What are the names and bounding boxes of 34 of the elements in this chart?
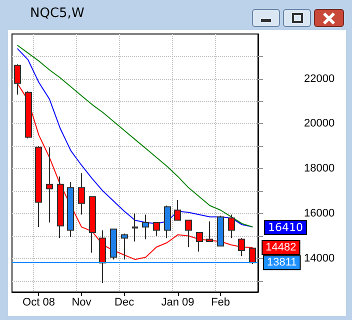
x-tick-label: Jan 09: [161, 296, 194, 308]
candlestick: [110, 228, 117, 260]
candlestick: [35, 146, 42, 228]
candlestick: [142, 214, 149, 240]
candlestick: [132, 212, 138, 242]
ref-line-label: 13811: [267, 256, 297, 269]
x-tick-label: Oct 08: [22, 296, 55, 308]
candlestick: [217, 215, 224, 247]
x-tick-label: Dec: [114, 296, 135, 308]
y-tick-label: 20000: [304, 118, 335, 130]
candlestick: [206, 220, 213, 242]
y-tick-label: 14000: [304, 252, 335, 264]
data-label: 14482: [266, 242, 296, 254]
text: 16410: [268, 220, 303, 234]
x-tick-label: Nov: [72, 296, 92, 308]
candlestick: [185, 220, 192, 248]
y-tick-label: 16000: [304, 207, 335, 220]
y-tick-label: 18000: [304, 162, 335, 175]
candlestick: [196, 232, 203, 252]
candlestick: [89, 196, 96, 254]
candlestick: [121, 233, 128, 260]
candlestick: [238, 238, 245, 257]
candlestick: [174, 200, 181, 221]
x-tick-label: Feb: [211, 296, 230, 308]
candlestick: [153, 222, 160, 236]
candlestick: [164, 205, 171, 239]
candlestick: [78, 172, 85, 216]
y-tick-label: 22000: [304, 72, 335, 85]
chart-title: NQC5,W: [30, 6, 84, 21]
candlestick: [46, 146, 53, 223]
candlestick: [228, 214, 235, 239]
candlestick: [67, 182, 74, 238]
candlestick: [57, 176, 64, 239]
candlestick: [25, 90, 32, 139]
